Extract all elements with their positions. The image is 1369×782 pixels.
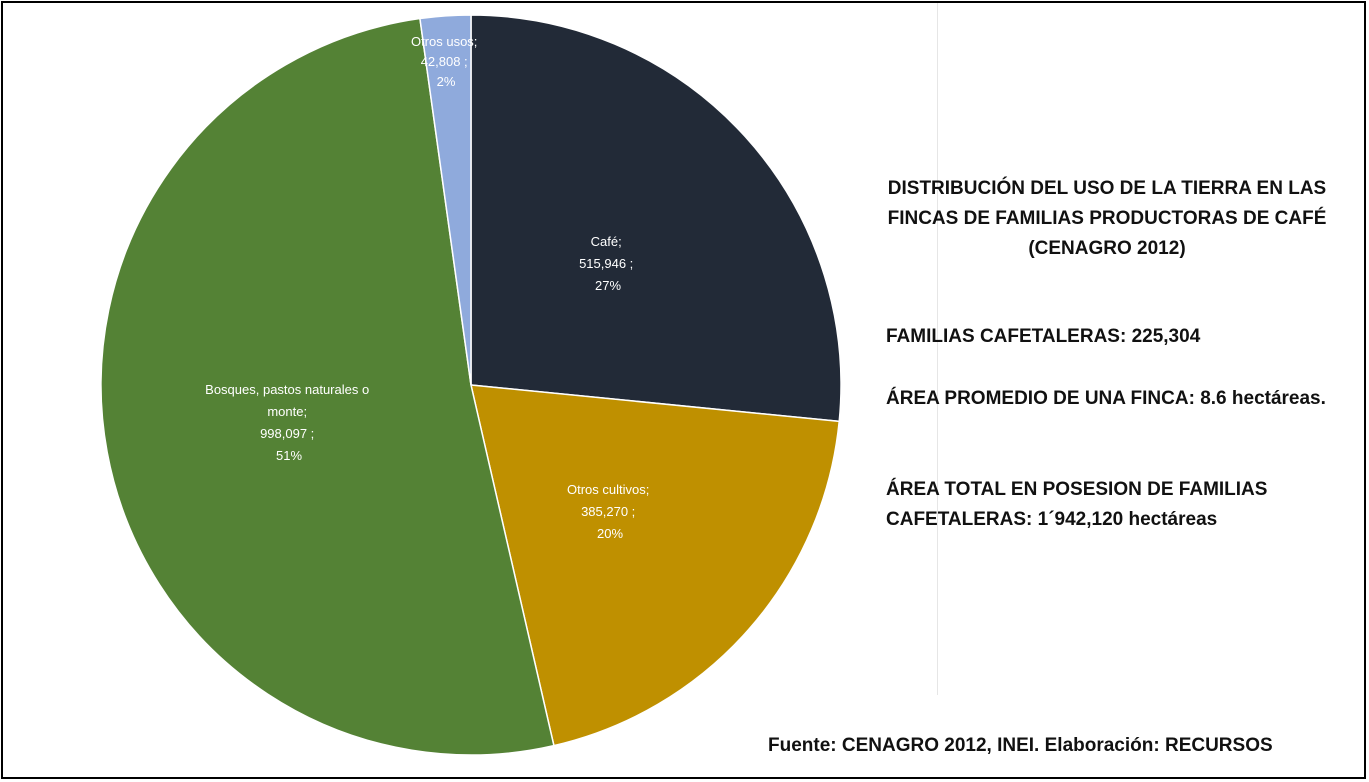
stat-familias: FAMILIAS CAFETALERAS: 225,304 bbox=[886, 326, 1201, 347]
label-otros-cultivos-name: Otros cultivos; bbox=[567, 482, 649, 497]
label-bosques: Bosques, pastos naturales o monte; 998,0… bbox=[205, 382, 373, 463]
label-bosques-value: 998,097 ; bbox=[260, 426, 314, 441]
label-otros-cultivos-percent: 20% bbox=[597, 526, 623, 541]
label-cafe: Café; 515,946 ; 27% bbox=[579, 234, 637, 293]
chart-title-line-3: (CENAGRO 2012) bbox=[1028, 238, 1186, 259]
label-otros-cultivos: Otros cultivos; 385,270 ; 20% bbox=[567, 482, 653, 541]
pie-slice-bosques-pastos-naturales-o-monte bbox=[100, 17, 555, 756]
label-cafe-percent: 27% bbox=[595, 278, 621, 293]
source-note: Fuente: CENAGRO 2012, INEI. Elaboración:… bbox=[768, 735, 1273, 756]
label-otros-usos: Otros usos; 42,808 ; 2% bbox=[411, 34, 481, 89]
label-otros-usos-name: Otros usos; bbox=[411, 34, 477, 49]
chart-title-line-1: DISTRIBUCIÓN DEL USO DE LA TIERRA EN LAS bbox=[887, 178, 1327, 199]
stat-area-total: ÁREA TOTAL EN POSESION DE FAMILIAS CAFET… bbox=[886, 479, 1268, 530]
pie-slices bbox=[100, 14, 842, 756]
pie-slice-otros-cultivos bbox=[470, 384, 841, 747]
label-cafe-name: Café; bbox=[591, 234, 622, 249]
label-bosques-name-2: monte; bbox=[267, 404, 307, 419]
label-otros-usos-percent: 2% bbox=[437, 74, 456, 89]
divider-line bbox=[937, 3, 938, 695]
label-otros-cultivos-value: 385,270 ; bbox=[581, 504, 635, 519]
label-otros-usos-value: 42,808 ; bbox=[421, 54, 468, 69]
label-bosques-percent: 51% bbox=[276, 448, 302, 463]
chart-title-line-2: FINCAS DE FAMILIAS PRODUCTORAS DE CAFÉ bbox=[887, 208, 1327, 229]
pie-slice-café bbox=[470, 14, 842, 423]
label-cafe-value: 515,946 ; bbox=[579, 256, 633, 271]
chart-title: DISTRIBUCIÓN DEL USO DE LA TIERRA EN LAS… bbox=[862, 174, 1352, 264]
label-bosques-name-1: Bosques, pastos naturales o bbox=[205, 382, 369, 397]
pie-slice-otros-usos bbox=[419, 14, 472, 386]
stat-area-promedio: ÁREA PROMEDIO DE UNA FINCA: 8.6 hectárea… bbox=[886, 388, 1326, 409]
